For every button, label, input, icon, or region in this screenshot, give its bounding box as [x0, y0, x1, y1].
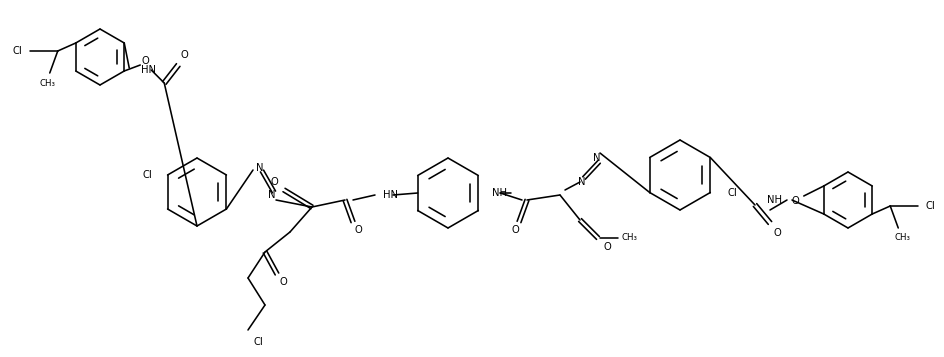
Text: O: O — [270, 177, 278, 187]
Text: HN: HN — [383, 190, 398, 200]
Text: CH₃: CH₃ — [894, 233, 910, 242]
Text: N: N — [256, 163, 263, 173]
Text: Cl: Cl — [143, 170, 152, 180]
Text: CH₃: CH₃ — [40, 79, 56, 87]
Text: O: O — [279, 277, 287, 287]
Text: Cl: Cl — [925, 201, 936, 211]
Text: N: N — [268, 190, 276, 200]
Text: NH: NH — [767, 195, 782, 205]
Text: NH: NH — [493, 188, 507, 198]
Text: O: O — [354, 225, 362, 235]
Text: Cl: Cl — [728, 187, 737, 197]
Text: N: N — [593, 153, 600, 163]
Text: HN: HN — [142, 65, 157, 75]
Text: O: O — [511, 225, 519, 235]
Text: N: N — [579, 177, 585, 187]
Text: O: O — [603, 242, 611, 252]
Text: O: O — [773, 228, 781, 238]
Text: O: O — [792, 196, 800, 206]
Text: CH₃: CH₃ — [622, 233, 638, 242]
Text: O: O — [180, 50, 188, 60]
Text: Cl: Cl — [253, 337, 262, 347]
Text: O: O — [142, 56, 149, 66]
Text: Cl: Cl — [13, 46, 23, 56]
